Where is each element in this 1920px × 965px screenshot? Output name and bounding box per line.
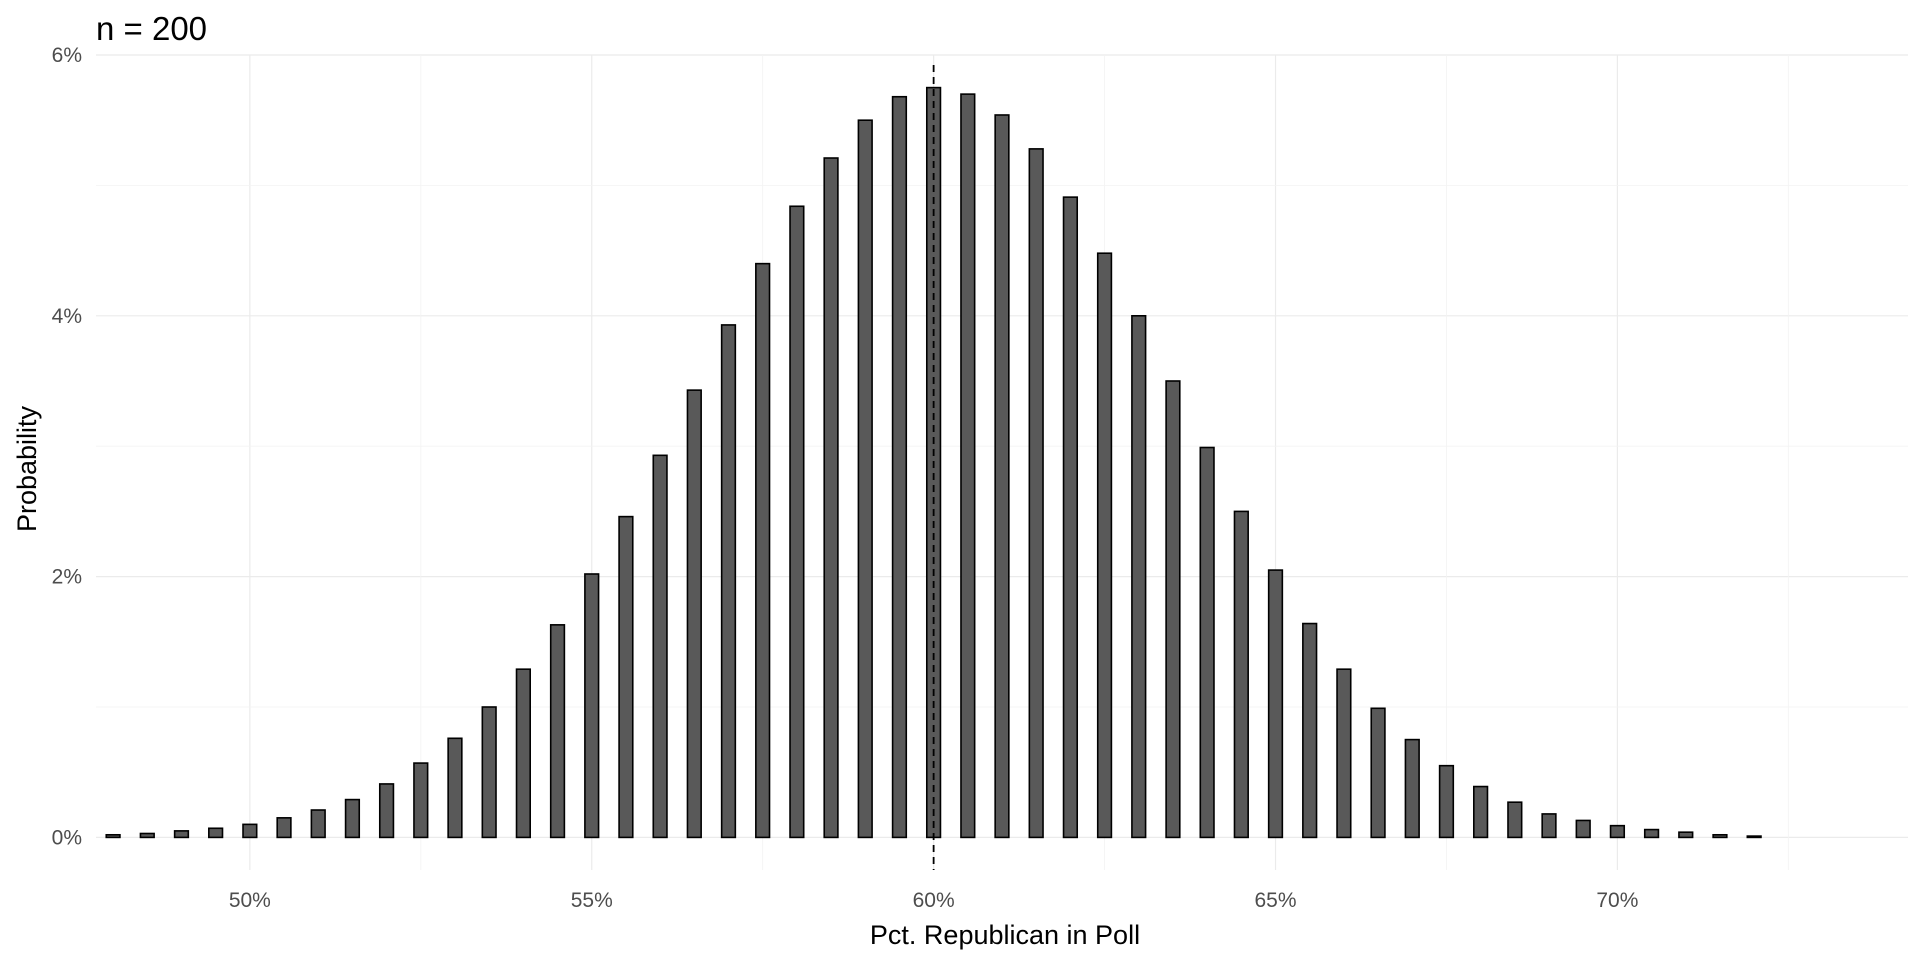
bar [139, 832, 155, 839]
bar [1746, 835, 1762, 839]
bar [652, 454, 668, 839]
bar [1199, 446, 1215, 839]
x-tick-label: 65% [1254, 889, 1296, 912]
bar [1473, 785, 1489, 839]
bar [618, 515, 634, 839]
bar [1438, 764, 1455, 839]
bar [1096, 252, 1113, 839]
bar [1575, 819, 1591, 839]
bar [857, 119, 873, 839]
bar [1028, 148, 1044, 839]
bar [515, 668, 531, 839]
y-tick-label: 4% [52, 305, 82, 328]
bar [1712, 833, 1728, 839]
chart-title: n = 200 [96, 10, 207, 47]
bar [208, 827, 224, 839]
bar [960, 93, 976, 839]
bar [686, 389, 702, 839]
bar [823, 157, 839, 839]
bar [755, 262, 771, 839]
bar [310, 809, 326, 839]
bar [481, 706, 497, 839]
bar [1062, 196, 1079, 839]
bar [1336, 668, 1352, 839]
bar [891, 95, 908, 839]
y-tick-label: 6% [52, 44, 82, 67]
bar [242, 823, 258, 839]
bar [1267, 569, 1284, 839]
bar [720, 324, 737, 839]
bar [789, 205, 805, 839]
bar [105, 833, 121, 839]
ticks-layer: 50% 55% 60% 65% 70% 0% 2% 4% 6% [52, 44, 1639, 912]
bar [1165, 380, 1181, 839]
x-axis-title: Pct. Republican in Poll [870, 920, 1140, 950]
bar [549, 624, 566, 839]
bar [1678, 831, 1694, 839]
x-tick-label: 60% [913, 889, 955, 912]
bar [1404, 738, 1420, 839]
y-tick-label: 2% [52, 566, 82, 589]
x-tick-label: 50% [229, 889, 271, 912]
bar [276, 817, 292, 839]
y-tick-label: 0% [52, 826, 82, 849]
bar [447, 737, 463, 839]
bar [1370, 707, 1386, 839]
x-tick-label: 70% [1596, 889, 1638, 912]
bar [1609, 824, 1626, 839]
bars-layer [105, 86, 1762, 839]
y-axis-title: Probability [12, 405, 42, 532]
bar [413, 762, 429, 839]
bar [994, 114, 1010, 839]
x-tick-label: 55% [571, 889, 613, 912]
bar [1131, 314, 1147, 839]
bar [1302, 622, 1318, 839]
bar [584, 573, 600, 839]
bar [1643, 828, 1660, 839]
bar [1507, 801, 1523, 839]
bar [1541, 813, 1557, 839]
bar [173, 830, 190, 839]
bar [378, 783, 395, 839]
bar [1233, 510, 1249, 839]
bar [344, 798, 361, 839]
